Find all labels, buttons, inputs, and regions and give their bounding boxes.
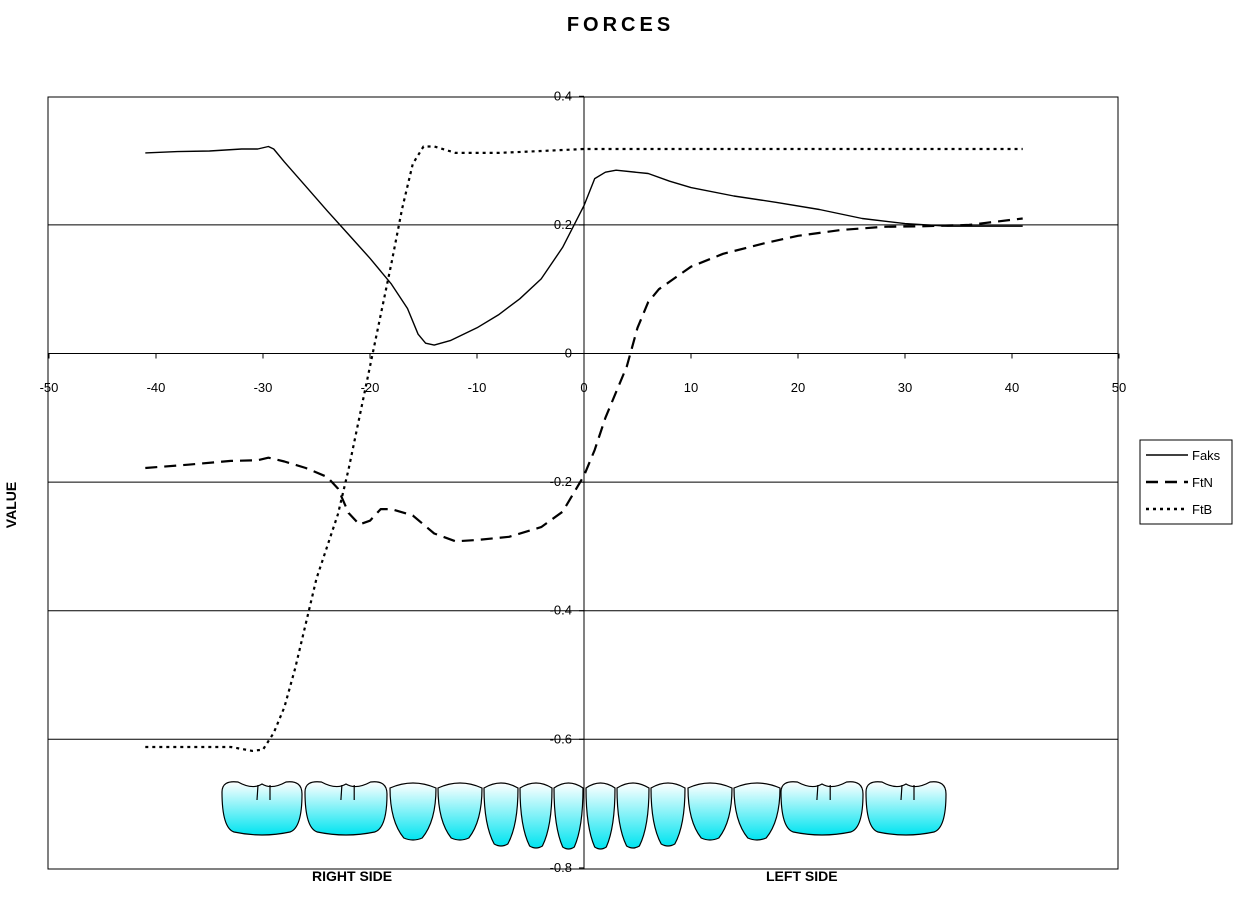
x-tick-label: -50 <box>40 380 59 395</box>
axes: -50 -40 -30 -20 -10 0 10 20 30 40 50-0.8-0.6-0.4-0… <box>40 88 1127 875</box>
x-tick-label: 50 <box>1112 380 1126 395</box>
legend-label-faks: Faks <box>1192 448 1221 463</box>
teeth-illustration <box>221 781 947 850</box>
legend-label-ftb: FtB <box>1192 502 1212 517</box>
chart-title: FORCES <box>566 14 675 36</box>
y-tick-label: 0 <box>565 346 572 361</box>
series-line-ftn <box>145 217 1023 543</box>
legend: Faks FtN FtB <box>1139 439 1233 525</box>
tooth-lateral-incisor-right <box>519 782 553 849</box>
tooth-canine-left <box>650 782 686 847</box>
left-side-label: LEFT SIDE <box>766 868 838 884</box>
y-tick-label: -0.4 <box>550 603 572 618</box>
y-tick-label: 0.4 <box>554 88 572 103</box>
x-tick-label: 40 <box>1005 380 1019 395</box>
tooth-molar-right-2 <box>221 781 303 836</box>
tooth-fissure <box>256 784 259 801</box>
right-side-label: RIGHT SIDE <box>312 868 393 884</box>
legend-label-ftn: FtN <box>1192 475 1213 490</box>
y-tick-label: -0.2 <box>550 474 572 489</box>
x-tick-label: -40 <box>147 380 166 395</box>
tooth-molar-left-2 <box>865 781 947 836</box>
tooth-premolar-right-2 <box>389 782 437 841</box>
tooth-premolar-left-2 <box>733 782 781 841</box>
tooth-molar-left-1 <box>780 781 864 836</box>
y-tick-label: -0.6 <box>550 731 572 746</box>
tooth-canine-right <box>483 782 519 847</box>
x-tick-label: 20 <box>791 380 805 395</box>
x-tick-label: 10 <box>684 380 698 395</box>
x-tick-label: 0 <box>580 380 587 395</box>
tooth-fissure <box>816 784 819 801</box>
y-tick-label: -0.8 <box>550 860 572 875</box>
x-tick-label: -30 <box>254 380 273 395</box>
tooth-central-incisor-right <box>553 782 584 850</box>
tooth-central-incisor-left <box>585 782 616 850</box>
x-tick-label: 30 <box>898 380 912 395</box>
tooth-molar-right-1 <box>304 781 388 836</box>
tooth-premolar-right-1 <box>437 782 483 841</box>
tooth-premolar-left-1 <box>687 782 733 841</box>
x-tick-label: -10 <box>468 380 487 395</box>
series-line-faks <box>145 145 1023 346</box>
tooth-fissure <box>900 784 903 801</box>
series-lines <box>145 145 1023 752</box>
tooth-lateral-incisor-left <box>616 782 650 849</box>
y-tick-label: 0.2 <box>554 217 572 232</box>
tooth-fissure <box>340 784 343 801</box>
plot-frame <box>47 96 1119 870</box>
